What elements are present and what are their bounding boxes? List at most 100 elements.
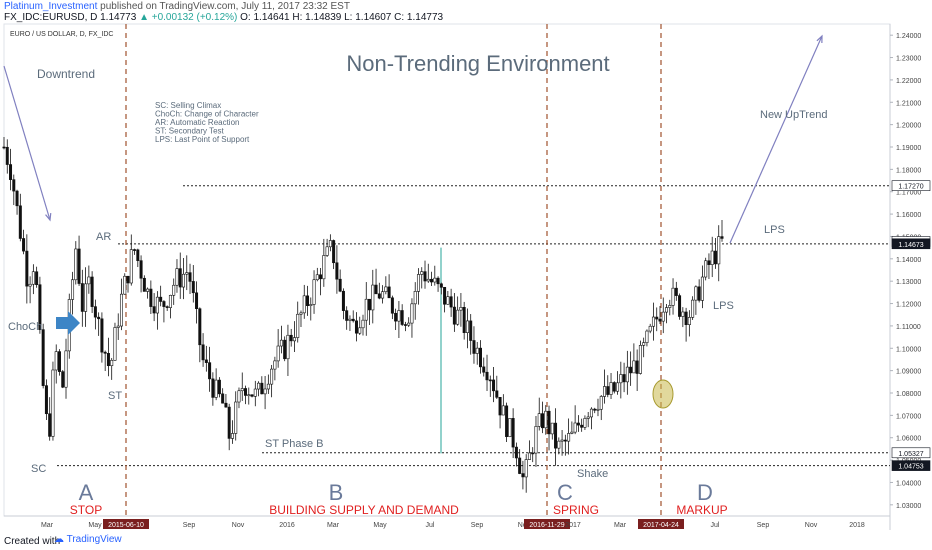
candle-body xyxy=(433,277,437,283)
candle-body xyxy=(341,290,345,311)
y-tick-label: 1.21000 xyxy=(896,100,921,107)
candle-body xyxy=(224,402,228,408)
candle-body xyxy=(456,309,460,325)
candle-body xyxy=(439,283,443,288)
candle-body xyxy=(423,271,427,282)
publish-line: Platinum_Investment published on Trading… xyxy=(4,1,350,13)
legend-line: ST: Secondary Test xyxy=(155,127,225,136)
candle-body xyxy=(87,276,91,285)
candle-body xyxy=(240,388,244,392)
candle-body xyxy=(257,382,261,390)
phase-label: MARKUP xyxy=(676,503,727,517)
candle-body xyxy=(413,291,417,305)
candle-body xyxy=(208,362,212,380)
symbol-text: FX_IDC:EURUSD, D 1.14773 xyxy=(4,12,137,23)
y-tick-label: 1.11000 xyxy=(896,324,921,331)
candle-body xyxy=(485,371,489,381)
candle-body xyxy=(338,278,342,292)
candle-body xyxy=(531,452,535,455)
x-tick-label: May xyxy=(88,522,102,529)
candle-body xyxy=(2,146,6,149)
candle-body xyxy=(593,408,597,411)
y-tick-label: 1.14000 xyxy=(896,257,921,264)
candle-body xyxy=(554,422,558,449)
candle-body xyxy=(119,293,123,327)
candle-body xyxy=(289,334,293,342)
candle-body xyxy=(661,311,665,322)
candle-body xyxy=(410,303,414,324)
candle-body xyxy=(234,401,238,434)
candle-body xyxy=(279,339,283,347)
candle-body xyxy=(90,276,94,307)
candle-body xyxy=(312,279,316,305)
candle-body xyxy=(172,284,176,296)
y-tick-label: 1.17000 xyxy=(896,190,921,197)
candle-body xyxy=(498,397,502,416)
candle-body xyxy=(619,374,623,384)
x-tick-label: Mar xyxy=(614,522,627,529)
candle-body xyxy=(436,277,440,285)
candle-body xyxy=(283,339,287,360)
uptrend-arrow-head xyxy=(816,34,823,44)
y-tick-label: 1.12000 xyxy=(896,302,921,309)
candle-body xyxy=(368,298,372,311)
candle-body xyxy=(296,313,300,338)
created-with-text: Created with xyxy=(4,536,61,547)
candle-body xyxy=(266,383,270,390)
price-label: 1.04753 xyxy=(898,464,923,471)
y-tick-label: 1.13000 xyxy=(896,279,921,286)
candle-body xyxy=(599,396,603,410)
candle-body xyxy=(488,379,492,382)
x-tick-label: Sep xyxy=(471,522,484,529)
brand-name: TradingView xyxy=(66,534,122,545)
candle-body xyxy=(152,306,156,314)
candle-body xyxy=(381,291,385,299)
x-tick-label: 2016 xyxy=(279,522,295,529)
candle-body xyxy=(668,305,672,308)
candle-body xyxy=(384,286,388,293)
candle-body xyxy=(691,299,695,318)
tradingview-logo-icon[interactable]: ☁ TradingView xyxy=(54,534,122,545)
candle-body xyxy=(51,369,55,437)
candle-body xyxy=(671,287,675,306)
x-tick-label: May xyxy=(373,522,387,529)
y-tick-label: 1.19000 xyxy=(896,145,921,152)
candle-body xyxy=(570,431,574,434)
candle-body xyxy=(658,318,662,322)
candle-body xyxy=(612,382,616,392)
candle-body xyxy=(651,316,655,327)
candle-body xyxy=(35,271,39,286)
candle-body xyxy=(136,249,140,261)
candle-body xyxy=(717,236,721,265)
legend-line: SC: Selling Climax xyxy=(155,101,221,110)
candle-body xyxy=(684,311,688,325)
y-tick-label: 1.07000 xyxy=(896,413,921,420)
candle-body xyxy=(364,298,368,321)
candle-body xyxy=(129,249,133,284)
candle-body xyxy=(374,284,378,295)
candle-body xyxy=(550,422,554,435)
candle-body xyxy=(603,386,607,397)
candle-body xyxy=(511,418,515,448)
candle-body xyxy=(710,250,714,265)
candle-body xyxy=(720,236,724,239)
candle-body xyxy=(540,413,544,429)
candle-body xyxy=(472,340,476,354)
candle-body xyxy=(390,297,394,314)
candle-body xyxy=(521,473,525,478)
price-label: 1.14673 xyxy=(898,242,923,249)
candle-body xyxy=(596,408,600,411)
x-tick-label: 2017-04-24 xyxy=(643,522,679,529)
y-tick-label: 1.18000 xyxy=(896,167,921,174)
x-tick-label: 2016-11-29 xyxy=(529,522,564,529)
y-tick-label: 1.16000 xyxy=(896,212,921,219)
candle-body xyxy=(15,190,19,207)
candle-body xyxy=(182,273,186,288)
candle-body xyxy=(567,433,571,442)
chart-annotation: New UpTrend xyxy=(760,109,827,121)
author-link[interactable]: Platinum_Investment xyxy=(4,1,98,12)
y-tick-label: 1.22000 xyxy=(896,78,921,85)
candle-body xyxy=(12,179,16,192)
candle-body xyxy=(426,278,430,282)
candle-body xyxy=(430,278,434,283)
